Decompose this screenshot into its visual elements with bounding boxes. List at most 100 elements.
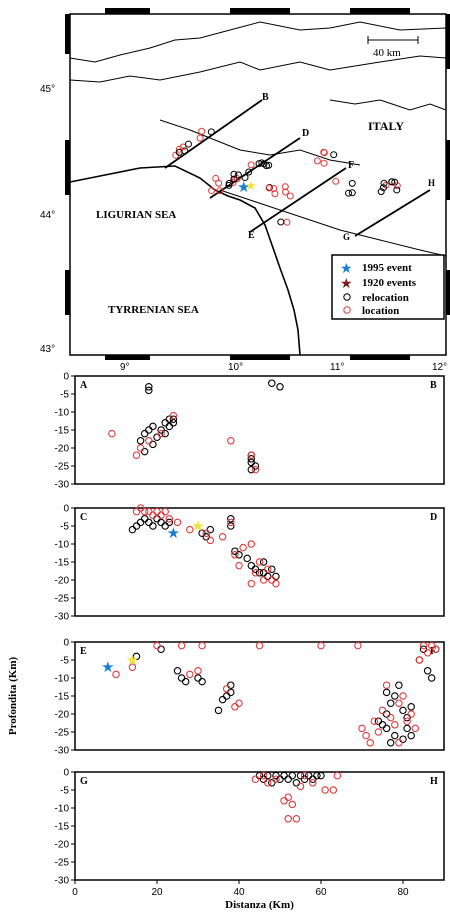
event-point-location	[300, 771, 309, 780]
event-point-relocation	[427, 674, 436, 682]
section-end-label: H	[430, 776, 438, 787]
section-end-label: B	[430, 380, 437, 391]
lat-label-43: 43°	[40, 344, 55, 355]
event-point-location	[161, 507, 169, 516]
event-point-location	[378, 706, 387, 715]
map-star-highlight: ★	[245, 178, 257, 193]
event-point-location	[194, 667, 202, 675]
section-start-label: A	[80, 380, 88, 391]
legend-star-1920: ★	[340, 277, 353, 292]
event-point-location	[231, 551, 239, 559]
y-tick-label: 0	[63, 768, 69, 779]
y-tick-label: -20	[55, 710, 70, 721]
event-point-location	[259, 771, 268, 780]
legend-label-location: location	[362, 305, 399, 317]
event-point-location	[309, 779, 317, 787]
y-tick-label: -30	[55, 480, 70, 491]
legend-label-1920: 1920 events	[362, 277, 417, 289]
map-event-marker	[179, 143, 187, 151]
map-event-marker	[380, 179, 388, 187]
event-point-relocation	[399, 706, 407, 715]
y-tick-label: -10	[55, 408, 70, 419]
event-point-relocation	[313, 771, 321, 780]
map-event-marker	[208, 187, 216, 195]
event-point-relocation	[173, 667, 182, 675]
event-point-relocation	[288, 771, 297, 780]
depth-sections: 0 -5 -10 -15 -20 -25 -30 A B 0 -5 -10 -15 -20 -25 -30 C D…	[7, 372, 445, 911]
section-frame	[74, 771, 445, 881]
profile-label-b: B	[262, 92, 269, 103]
legend-label-relocation: relocation	[362, 292, 409, 304]
event-point-location	[251, 569, 260, 577]
map-event-marker	[225, 181, 233, 189]
y-tick-label: -20	[55, 576, 70, 587]
lon-label-12: 12°	[432, 362, 447, 373]
map-event-marker	[245, 168, 253, 176]
event-star: ★	[191, 519, 204, 535]
y-tick-label: -30	[55, 876, 70, 887]
political-borders	[69, 21, 447, 257]
profile-label-f: F	[348, 160, 354, 171]
event-point-location	[239, 543, 247, 552]
y-tick-label: -5	[60, 390, 69, 401]
event-point-relocation	[403, 724, 411, 733]
event-point-location	[263, 779, 272, 787]
legend-star-1995: ★	[340, 262, 353, 277]
y-tick-label: -5	[60, 786, 69, 797]
map-event-marker	[215, 179, 223, 187]
event-point-location	[218, 533, 227, 541]
profile-label-d: D	[302, 128, 309, 139]
section-start-label: C	[80, 512, 87, 523]
y-tick-label: -10	[55, 804, 70, 815]
event-point-location	[432, 645, 440, 653]
event-point-relocation	[198, 677, 206, 686]
depth-section-gh: 0 -5 -10 -15 -20 -25 -30 G H 0 20 40 60 80 Distanza (K…	[55, 768, 445, 911]
section-frame	[74, 507, 445, 617]
map-event-marker	[230, 170, 238, 178]
y-tick-label: -15	[55, 558, 70, 569]
event-point-relocation	[255, 569, 264, 577]
map-event-marker	[175, 145, 183, 153]
y-tick-label: -25	[55, 462, 70, 473]
event-point-relocation	[243, 554, 251, 563]
event-point-location	[407, 710, 415, 718]
event-point-relocation	[259, 558, 268, 566]
map-event-marker	[388, 178, 396, 186]
event-point-location	[272, 579, 280, 588]
profile-label-g: G	[343, 232, 350, 242]
event-point-relocation	[268, 379, 276, 387]
event-point-location	[284, 815, 292, 823]
event-point-location	[186, 525, 194, 534]
event-point-location	[247, 579, 256, 588]
event-point-location	[386, 713, 395, 722]
event-point-relocation	[235, 551, 243, 559]
event-point-relocation	[317, 771, 325, 780]
event-point-relocation	[149, 522, 157, 530]
x-tick-label: 80	[397, 887, 409, 898]
x-tick-label: 20	[151, 887, 163, 898]
profile-label-e: E	[248, 230, 255, 241]
map-event-marker	[184, 140, 192, 148]
lon-label-10: 10°	[228, 362, 243, 373]
event-point-relocation	[227, 522, 235, 530]
event-point-location	[362, 731, 370, 740]
y-tick-label: -25	[55, 594, 70, 605]
event-point-relocation	[386, 739, 395, 747]
map-event-marker	[348, 179, 356, 187]
event-point-location	[140, 507, 149, 516]
map-event-marker	[230, 175, 238, 183]
event-point-location	[247, 451, 256, 459]
y-tick-label: -15	[55, 822, 70, 833]
section-start-label: G	[80, 776, 88, 787]
event-point-location	[354, 641, 362, 650]
event-point-location	[263, 565, 272, 573]
event-point-relocation	[161, 429, 169, 438]
scale-label: 40 km	[373, 47, 401, 59]
event-point-relocation	[395, 681, 403, 689]
event-point-relocation	[149, 422, 157, 431]
event-point-location	[292, 815, 301, 823]
event-point-location	[165, 515, 174, 523]
profile-label-h: H	[428, 178, 435, 188]
event-point-location	[403, 717, 411, 725]
region-italy: ITALY	[368, 119, 404, 133]
